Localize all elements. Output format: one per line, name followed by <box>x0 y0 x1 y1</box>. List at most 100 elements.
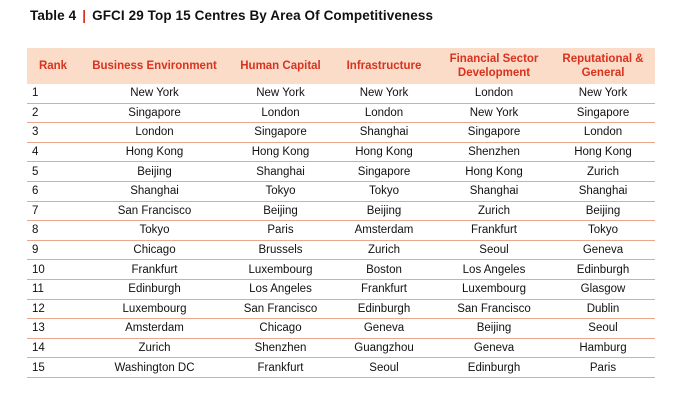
infrastructure-cell: Frankfurt <box>331 279 437 300</box>
rank-cell: 3 <box>27 122 79 143</box>
human-capital-cell: Shanghai <box>230 161 331 182</box>
human-capital-cell: Frankfurt <box>230 357 331 378</box>
business-environment-cell: New York <box>79 84 230 104</box>
table-row: 3 London Singapore Shanghai Singapore London <box>27 122 655 143</box>
infrastructure-cell: Edinburgh <box>331 299 437 320</box>
financial-sector-development-cell: Singapore <box>437 122 551 143</box>
table-row: 8 Tokyo Paris Amsterdam Frankfurt Tokyo <box>27 220 655 241</box>
reputational-general-cell: Zurich <box>551 161 655 182</box>
table-title: Table 4 | GFCI 29 Top 15 Centres By Area O… <box>30 8 433 23</box>
human-capital-cell: Tokyo <box>230 181 331 202</box>
financial-sector-development-cell: New York <box>437 103 551 124</box>
table-row: 4 Hong Kong Hong Kong Hong Kong Shenzhen Hong… <box>27 142 655 163</box>
reputational-general-cell: Geneva <box>551 240 655 261</box>
infrastructure-cell: London <box>331 103 437 124</box>
business-environment-cell: Tokyo <box>79 220 230 241</box>
reputational-general-cell: Paris <box>551 357 655 378</box>
competitiveness-table: Rank Business Environment Human Capital Inf… <box>27 48 655 378</box>
reputational-general-cell: Singapore <box>551 103 655 124</box>
business-environment-cell: Chicago <box>79 240 230 261</box>
table-row: 6 Shanghai Tokyo Tokyo Shanghai Shanghai <box>27 181 655 202</box>
financial-sector-development-cell: Beijing <box>437 318 551 339</box>
column-header-rank: Rank <box>27 48 79 84</box>
table-label: Table 4 <box>30 8 77 23</box>
table-row: 9 Chicago Brussels Zurich Seoul Geneva <box>27 240 655 261</box>
reputational-general-cell: Tokyo <box>551 220 655 241</box>
human-capital-cell: Paris <box>230 220 331 241</box>
rank-cell: 5 <box>27 161 79 182</box>
reputational-general-cell: Dublin <box>551 299 655 320</box>
business-environment-cell: Luxembourg <box>79 299 230 320</box>
infrastructure-cell: Boston <box>331 259 437 280</box>
financial-sector-development-cell: San Francisco <box>437 299 551 320</box>
financial-sector-development-cell: Los Angeles <box>437 259 551 280</box>
title-separator: | <box>82 8 87 23</box>
rank-cell: 8 <box>27 220 79 241</box>
reputational-general-cell: Edinburgh <box>551 259 655 280</box>
table-row: 15 Washington DC Frankfurt Seoul Edinburgh Pa… <box>27 357 655 378</box>
business-environment-cell: Amsterdam <box>79 318 230 339</box>
rank-cell: 10 <box>27 259 79 280</box>
infrastructure-cell: Geneva <box>331 318 437 339</box>
table-row: 5 Beijing Shanghai Singapore Hong Kong Zurich <box>27 161 655 182</box>
financial-sector-development-cell: Shenzhen <box>437 142 551 163</box>
financial-sector-development-cell: London <box>437 84 551 104</box>
infrastructure-cell: Guangzhou <box>331 338 437 359</box>
reputational-general-cell: London <box>551 122 655 143</box>
human-capital-cell: Los Angeles <box>230 279 331 300</box>
table-body: 1 New York New York New York London New York 2… <box>27 84 655 378</box>
rank-cell: 13 <box>27 318 79 339</box>
table-title-text: GFCI 29 Top 15 Centres By Area Of Compet… <box>92 8 434 23</box>
rank-cell: 11 <box>27 279 79 300</box>
infrastructure-cell: Zurich <box>331 240 437 261</box>
rank-cell: 14 <box>27 338 79 359</box>
human-capital-cell: San Francisco <box>230 299 331 320</box>
table-row: 12 Luxembourg San Francisco Edinburgh San Fr… <box>27 299 655 320</box>
rank-cell: 7 <box>27 201 79 222</box>
infrastructure-cell: Hong Kong <box>331 142 437 163</box>
infrastructure-cell: Amsterdam <box>331 220 437 241</box>
human-capital-cell: Luxembourg <box>230 259 331 280</box>
header-row: Rank Business Environment Human Capital Inf… <box>27 48 655 84</box>
business-environment-cell: Hong Kong <box>79 142 230 163</box>
rank-cell: 6 <box>27 181 79 202</box>
infrastructure-cell: Singapore <box>331 161 437 182</box>
rank-cell: 12 <box>27 299 79 320</box>
business-environment-cell: San Francisco <box>79 201 230 222</box>
rank-cell: 9 <box>27 240 79 261</box>
reputational-general-cell: Glasgow <box>551 279 655 300</box>
financial-sector-development-cell: Hong Kong <box>437 161 551 182</box>
financial-sector-development-cell: Frankfurt <box>437 220 551 241</box>
reputational-general-cell: Hamburg <box>551 338 655 359</box>
column-header-reputational-general: Reputational & General <box>551 48 655 84</box>
reputational-general-cell: Hong Kong <box>551 142 655 163</box>
rank-cell: 1 <box>27 84 79 104</box>
column-header-human-capital: Human Capital <box>230 48 331 84</box>
business-environment-cell: Zurich <box>79 338 230 359</box>
infrastructure-cell: Seoul <box>331 357 437 378</box>
table-row: 13 Amsterdam Chicago Geneva Beijing Seoul <box>27 318 655 339</box>
infrastructure-cell: New York <box>331 84 437 104</box>
business-environment-cell: Frankfurt <box>79 259 230 280</box>
human-capital-cell: Singapore <box>230 122 331 143</box>
human-capital-cell: Hong Kong <box>230 142 331 163</box>
column-header-infrastructure: Infrastructure <box>331 48 437 84</box>
infrastructure-cell: Beijing <box>331 201 437 222</box>
infrastructure-cell: Shanghai <box>331 122 437 143</box>
business-environment-cell: Shanghai <box>79 181 230 202</box>
rank-cell: 2 <box>27 103 79 124</box>
rank-cell: 15 <box>27 357 79 378</box>
infrastructure-cell: Tokyo <box>331 181 437 202</box>
reputational-general-cell: New York <box>551 84 655 104</box>
financial-sector-development-cell: Geneva <box>437 338 551 359</box>
table-row: 11 Edinburgh Los Angeles Frankfurt Luxembour… <box>27 279 655 300</box>
financial-sector-development-cell: Zurich <box>437 201 551 222</box>
table-row: 2 Singapore London London New York Singapore <box>27 103 655 124</box>
financial-sector-development-cell: Seoul <box>437 240 551 261</box>
column-header-financial-sector-development: Financial Sector Development <box>437 48 551 84</box>
human-capital-cell: Shenzhen <box>230 338 331 359</box>
table-header: Rank Business Environment Human Capital Inf… <box>27 48 655 84</box>
table-row: 1 New York New York New York London New York <box>27 84 655 104</box>
financial-sector-development-cell: Edinburgh <box>437 357 551 378</box>
reputational-general-cell: Seoul <box>551 318 655 339</box>
